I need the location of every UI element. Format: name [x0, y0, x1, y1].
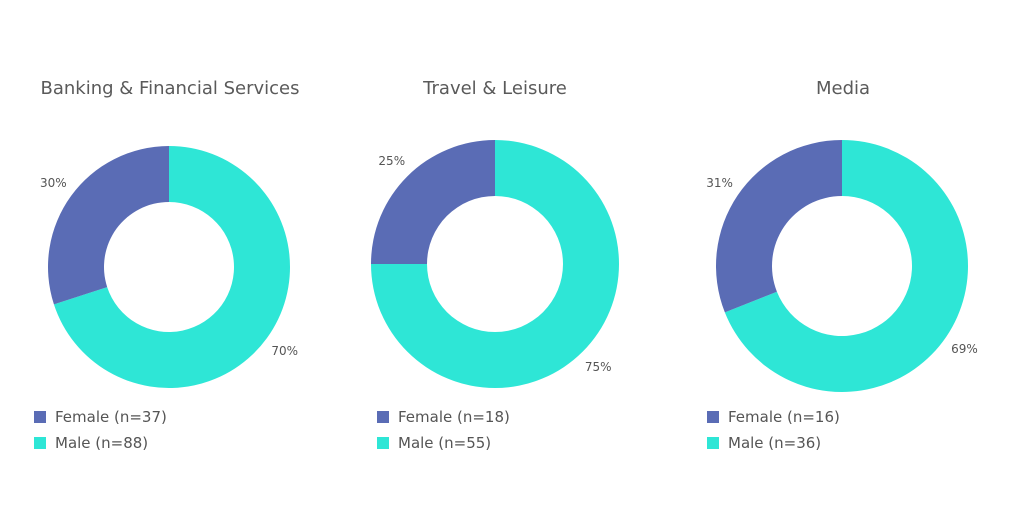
chart-title: Banking & Financial Services — [40, 78, 300, 99]
legend-swatch-female — [34, 411, 46, 423]
donut-chart: 69% 31% — [706, 140, 978, 392]
slice-male — [53, 146, 291, 389]
legend-swatch-male — [377, 437, 389, 449]
legend-label-female: Female (n=16) — [728, 408, 840, 426]
slice-male — [724, 140, 968, 392]
slice-female — [48, 146, 169, 305]
legend: Female (n=18) Male (n=55) — [377, 404, 510, 456]
legend-label-female: Female (n=37) — [55, 408, 167, 426]
data-label-female: 31% — [706, 176, 733, 190]
chart-title: Travel & Leisure — [423, 78, 567, 99]
chart-panel-travel: Travel & Leisure 75% 25% Female (n=18) Ma… — [345, 0, 645, 512]
legend-label-male: Male (n=36) — [728, 434, 822, 452]
legend-swatch-male — [707, 437, 719, 449]
legend-swatch-male — [34, 437, 46, 449]
legend-item-male: Male (n=55) — [377, 430, 510, 456]
donut-chart: 70% 30% — [40, 146, 298, 389]
chart-title: Media — [815, 78, 871, 99]
legend-item-male: Male (n=36) — [707, 430, 840, 456]
legend-label-male: Male (n=55) — [398, 434, 492, 452]
legend-swatch-female — [707, 411, 719, 423]
data-label-female: 25% — [378, 154, 405, 168]
slice-female — [716, 140, 842, 313]
donut-chart: 75% 25% — [371, 140, 619, 388]
legend-item-male: Male (n=88) — [34, 430, 167, 456]
legend-label-male: Male (n=88) — [55, 434, 149, 452]
legend-label-female: Female (n=18) — [398, 408, 510, 426]
chart-panel-media: Media 69% 31% Female (n=16) Male (n=36) — [693, 0, 993, 512]
slice-male — [371, 140, 619, 388]
slice-female — [371, 140, 495, 264]
data-label-female: 30% — [40, 176, 67, 190]
data-label-male: 70% — [271, 344, 298, 358]
chart-panel-banking: Banking & Financial Services 70% 30% Fema… — [20, 0, 320, 512]
legend: Female (n=37) Male (n=88) — [34, 404, 167, 456]
data-label-male: 75% — [585, 360, 612, 374]
legend-swatch-female — [377, 411, 389, 423]
legend-item-female: Female (n=18) — [377, 404, 510, 430]
legend: Female (n=16) Male (n=36) — [707, 404, 840, 456]
data-label-male: 69% — [951, 342, 978, 356]
legend-item-female: Female (n=16) — [707, 404, 840, 430]
legend-item-female: Female (n=37) — [34, 404, 167, 430]
